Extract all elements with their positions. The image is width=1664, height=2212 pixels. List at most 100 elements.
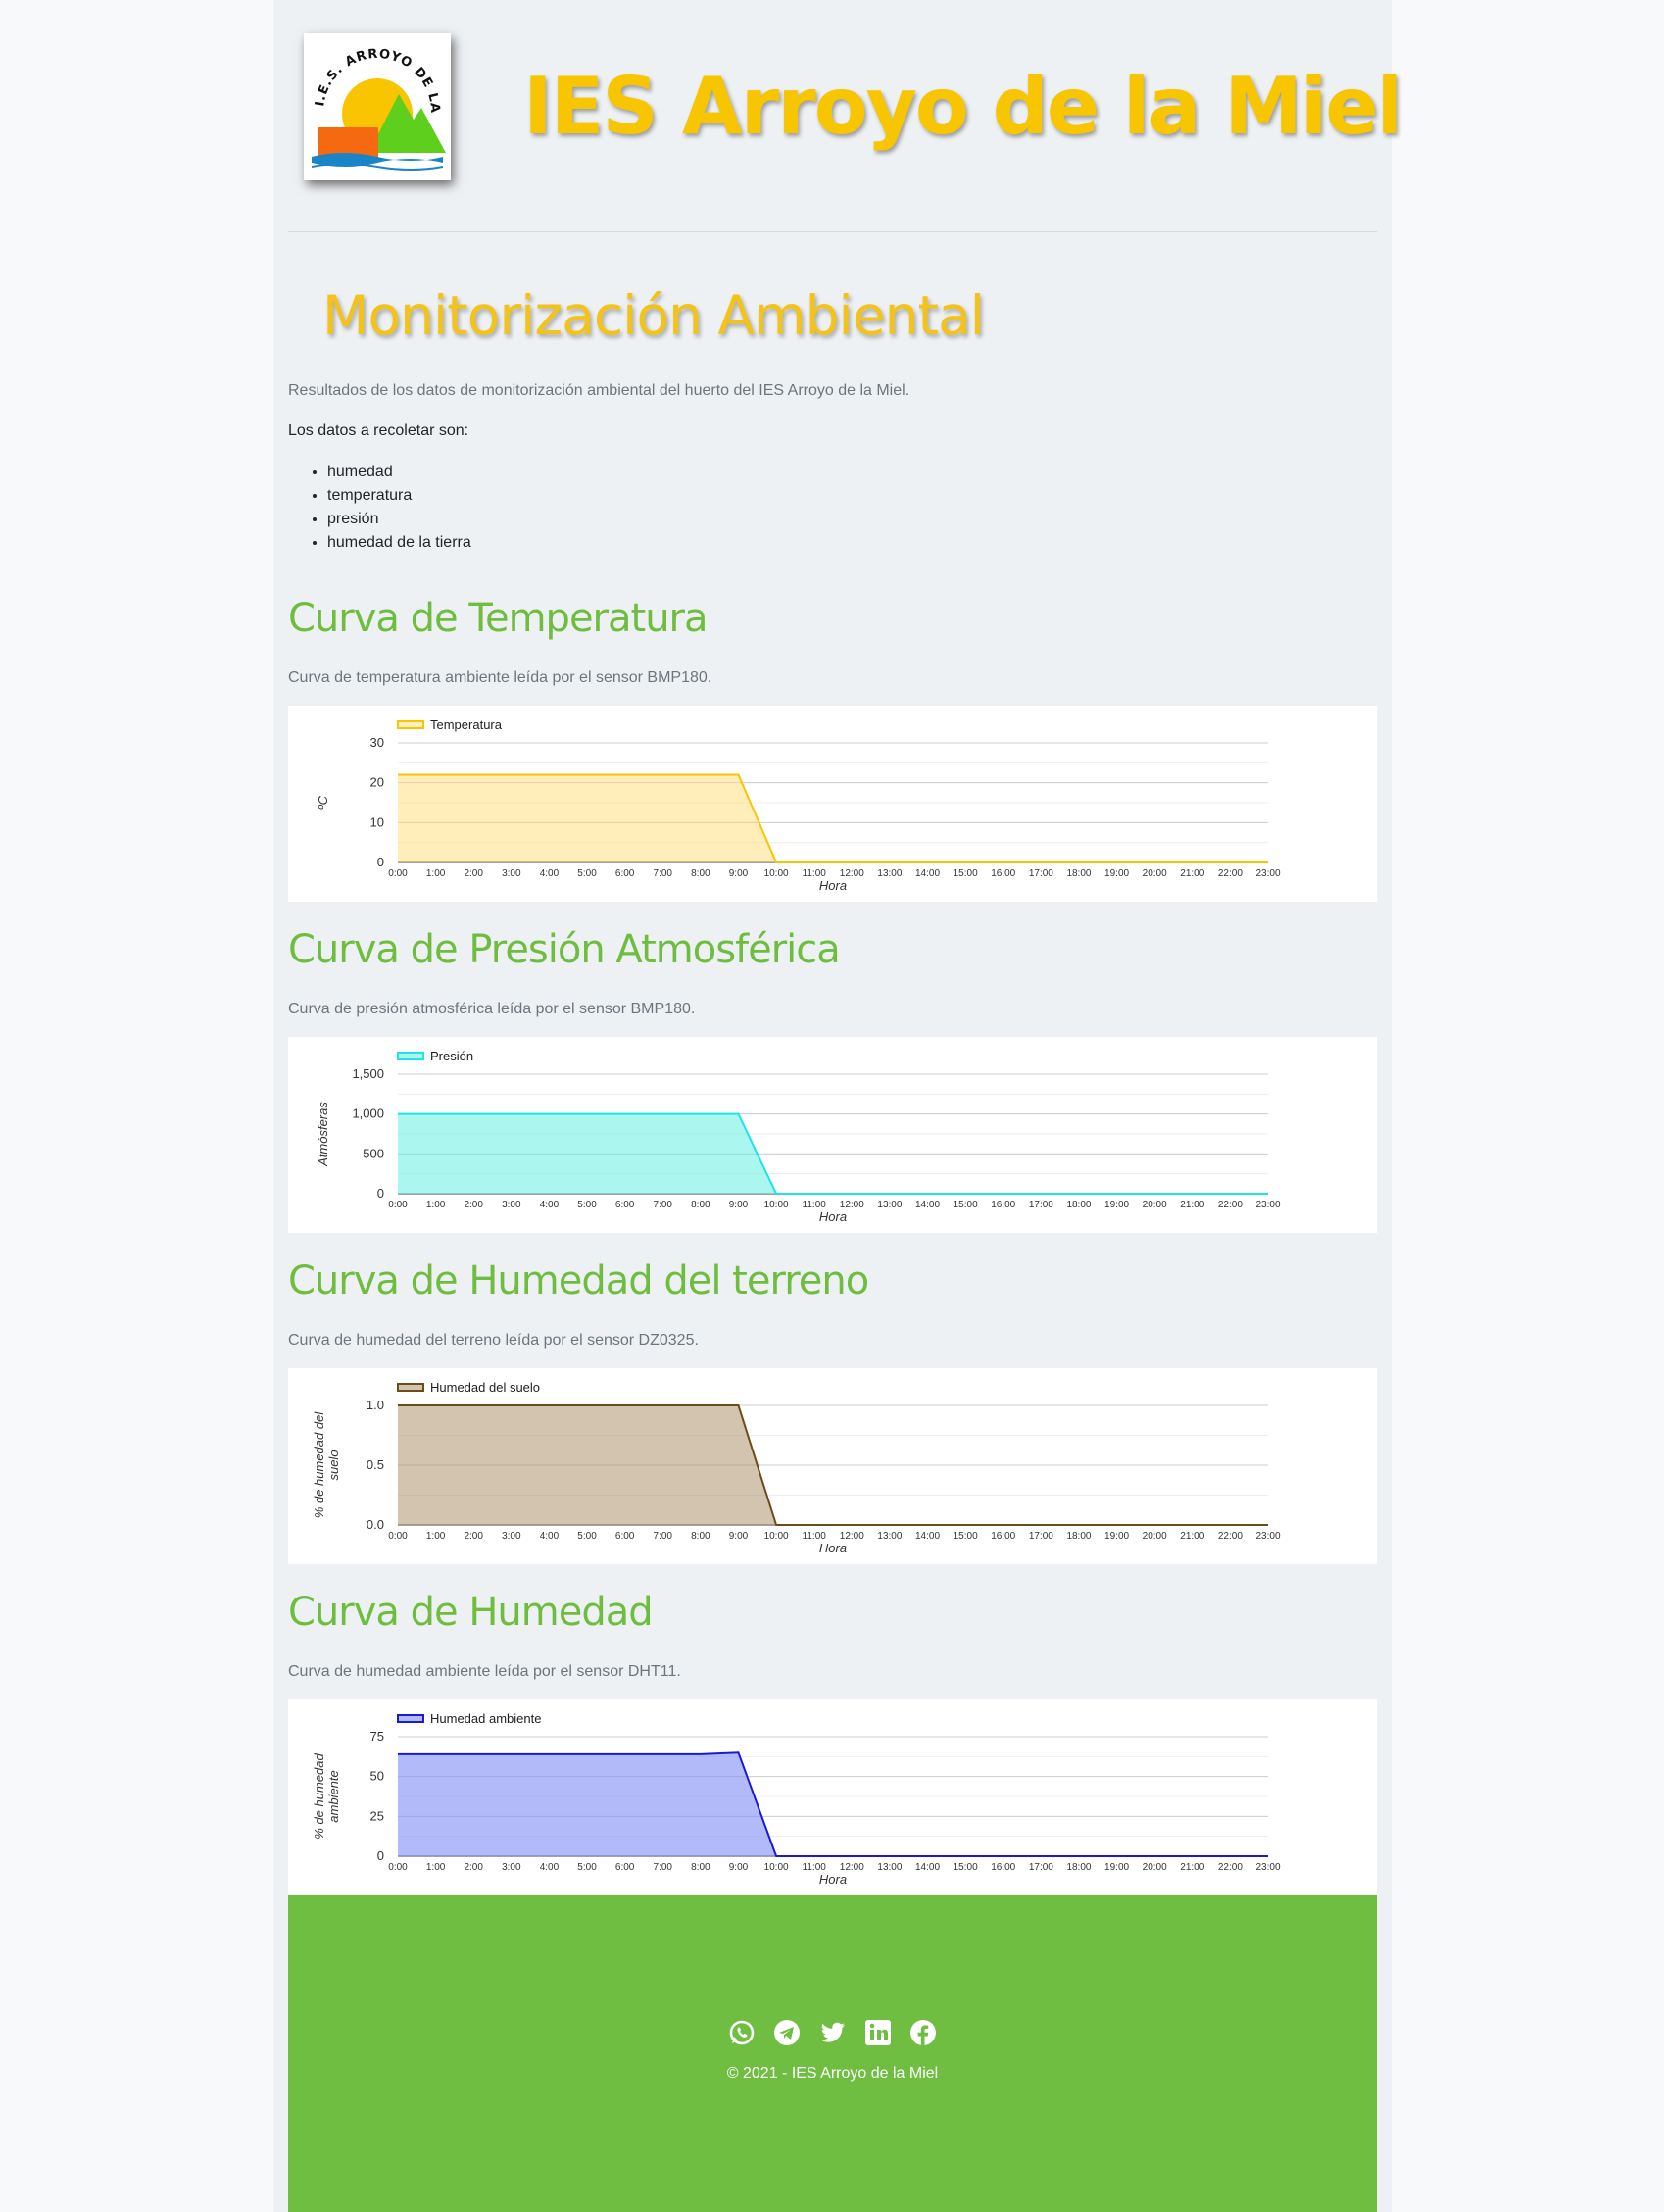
x-tick-label: 9:00	[729, 1200, 749, 1210]
y-axis-label: % de humedadambiente	[312, 1753, 341, 1840]
x-tick-label: 18:00	[1066, 1200, 1091, 1210]
x-tick-label: 22:00	[1218, 1531, 1243, 1542]
x-tick-label: 20:00	[1143, 1862, 1167, 1873]
twitter-icon[interactable]	[819, 2019, 847, 2046]
x-tick-label: 23:00	[1255, 868, 1280, 879]
x-tick-label: 6:00	[615, 1531, 635, 1542]
data-list-heading: Los datos a recoletar son:	[288, 422, 469, 439]
x-tick-label: 13:00	[877, 1531, 902, 1542]
series-line	[398, 1751, 1268, 1857]
legend-swatch	[397, 1383, 424, 1392]
x-axis-label: Hora	[819, 1541, 847, 1555]
humidity-section-desc: Curva de humedad ambiente leída por el s…	[288, 1663, 681, 1680]
x-tick-label: 0:00	[388, 1531, 408, 1542]
x-tick-label: 11:00	[803, 1862, 827, 1873]
logo-icon: I.E.S. ARROYO DE LA MIEL	[297, 23, 446, 171]
x-tick-label: 22:00	[1218, 868, 1243, 879]
x-tick-label: 16:00	[991, 1862, 1015, 1873]
x-tick-label: 20:00	[1143, 868, 1167, 879]
x-tick-label: 3:00	[502, 1862, 521, 1873]
soil-humidity-section-desc: Curva de humedad del terreno leída por e…	[288, 1332, 699, 1349]
y-axis-label: ºC	[316, 795, 330, 810]
x-tick-label: 1:00	[426, 1531, 446, 1542]
x-tick-label: 10:00	[764, 868, 789, 879]
x-tick-label: 7:00	[654, 1862, 673, 1873]
whatsapp-icon[interactable]	[728, 2019, 756, 2046]
chart-svg: 0 500 1,000 1,500 0:00 1:00 2:00 3:00 4:00 5:00 6:…	[316, 1049, 1281, 1224]
x-tick-label: 15:00	[954, 1862, 978, 1873]
y-tick-label: 25	[370, 1808, 384, 1823]
x-tick-label: 10:00	[764, 1200, 789, 1210]
list-item: humedad de la tierra	[327, 531, 471, 555]
x-tick-label: 18:00	[1066, 868, 1091, 879]
x-tick-label: 18:00	[1066, 1862, 1091, 1873]
telegram-icon[interactable]	[773, 2019, 801, 2046]
x-tick-label: 1:00	[426, 1862, 446, 1873]
x-tick-label: 0:00	[388, 1200, 408, 1210]
y-tick-label: 0.5	[367, 1457, 384, 1472]
x-tick-label: 11:00	[803, 868, 827, 879]
x-tick-label: 13:00	[877, 868, 902, 879]
x-tick-label: 3:00	[502, 1531, 521, 1542]
soil-humidity-chart: 0.0 0.5 1.0 0:00 1:00 2:00 3:00 4:00 5:00 6:00 7:0…	[288, 1368, 1377, 1564]
legend-label: Temperatura	[430, 717, 503, 732]
series-area	[398, 1405, 1268, 1525]
x-tick-label: 1:00	[426, 1200, 446, 1210]
x-tick-label: 10:00	[764, 1862, 789, 1873]
x-tick-label: 19:00	[1104, 1531, 1129, 1542]
x-tick-label: 5:00	[577, 1200, 597, 1210]
x-tick-label: 15:00	[954, 1531, 978, 1542]
x-tick-label: 20:00	[1143, 1200, 1167, 1210]
y-tick-label: 0	[377, 1186, 384, 1201]
x-tick-label: 12:00	[840, 1862, 864, 1873]
x-tick-label: 0:00	[388, 1862, 408, 1873]
x-tick-label: 7:00	[654, 1200, 673, 1210]
list-item: presión	[327, 508, 471, 531]
x-tick-label: 21:00	[1180, 1862, 1204, 1873]
school-logo[interactable]: I.E.S. ARROYO DE LA MIEL	[297, 23, 451, 180]
x-tick-label: 14:00	[915, 868, 940, 879]
x-tick-label: 2:00	[464, 1531, 483, 1542]
x-tick-label: 14:00	[915, 1200, 940, 1210]
x-tick-label: 10:00	[764, 1531, 789, 1542]
linkedin-icon[interactable]	[864, 2019, 892, 2046]
x-tick-label: 9:00	[729, 1862, 749, 1873]
x-tick-label: 9:00	[729, 868, 749, 879]
facebook-icon[interactable]	[909, 2019, 937, 2046]
intro-text: Resultados de los datos de monitorizació…	[288, 382, 910, 399]
x-tick-label: 9:00	[729, 1531, 749, 1542]
temperature-section-title: Curva de Temperatura	[288, 596, 708, 641]
series-area	[398, 1752, 1268, 1856]
x-tick-label: 13:00	[877, 1200, 902, 1210]
x-tick-label: 4:00	[540, 868, 560, 879]
x-axis-label: Hora	[819, 878, 847, 893]
humidity-chart: 0 25 50 75 0:00 1:00 2:00 3:00 4:00 5:00 6:00 7:00 8…	[288, 1699, 1377, 1895]
x-tick-label: 23:00	[1255, 1531, 1280, 1542]
x-tick-label: 3:00	[502, 868, 521, 879]
x-tick-label: 2:00	[464, 868, 483, 879]
x-tick-label: 5:00	[577, 1862, 597, 1873]
x-tick-label: 12:00	[840, 1531, 864, 1542]
x-tick-label: 17:00	[1029, 868, 1053, 879]
page-title: Monitorización Ambiental	[322, 284, 985, 347]
x-tick-label: 16:00	[991, 1200, 1015, 1210]
x-tick-label: 12:00	[840, 1200, 864, 1210]
soil-humidity-section-title: Curva de Humedad del terreno	[288, 1258, 869, 1303]
x-tick-label: 8:00	[691, 1200, 710, 1210]
site-footer: © 2021 - IES Arroyo de la Miel	[288, 1895, 1377, 2212]
series-line	[398, 1112, 1268, 1195]
x-tick-label: 23:00	[1255, 1200, 1280, 1210]
legend-swatch	[397, 720, 424, 729]
x-tick-label: 22:00	[1218, 1200, 1243, 1210]
series-line	[398, 1404, 1268, 1526]
x-tick-label: 3:00	[502, 1200, 521, 1210]
x-tick-label: 16:00	[991, 868, 1015, 879]
x-tick-label: 19:00	[1104, 1200, 1129, 1210]
chart-svg: 0 10 20 30 0:00 1:00 2:00 3:00 4:00 5:00 6:00 7:00 8…	[316, 717, 1281, 893]
humidity-section-title: Curva de Humedad	[288, 1590, 654, 1635]
pressure-section-title: Curva de Presión Atmosférica	[288, 927, 841, 972]
x-axis-label: Hora	[819, 1872, 847, 1887]
x-tick-label: 2:00	[464, 1862, 483, 1873]
y-tick-label: 30	[370, 735, 384, 750]
x-tick-label: 4:00	[540, 1200, 560, 1210]
